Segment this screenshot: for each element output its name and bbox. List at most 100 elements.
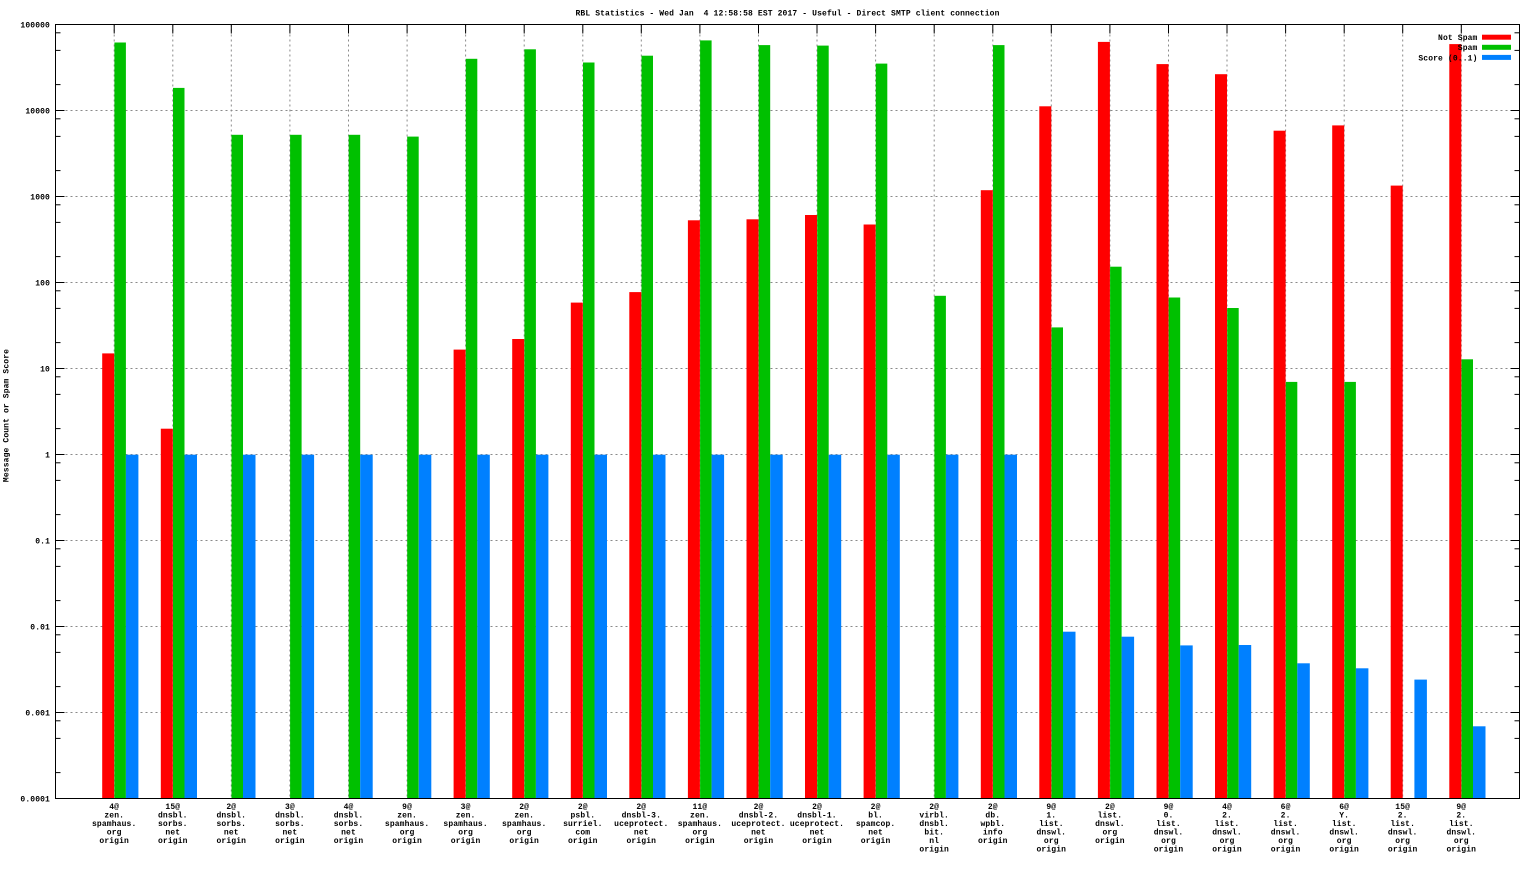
svg-text:sorbs.: sorbs. bbox=[334, 820, 364, 829]
svg-text:100000: 100000 bbox=[20, 21, 50, 30]
svg-text:RBL Statistics - Wed Jan 4 12: RBL Statistics - Wed Jan 4 12:58:58 EST … bbox=[575, 10, 999, 19]
svg-text:4@: 4@ bbox=[109, 803, 119, 812]
svg-text:org: org bbox=[400, 828, 415, 837]
svg-text:9@: 9@ bbox=[402, 803, 412, 812]
svg-text:10: 10 bbox=[40, 365, 50, 374]
svg-text:org: org bbox=[1220, 837, 1235, 846]
svg-text:net: net bbox=[224, 828, 239, 837]
svg-text:dnswl.: dnswl. bbox=[1037, 828, 1067, 837]
svg-text:dnsbl.: dnsbl. bbox=[158, 811, 188, 820]
svg-text:net: net bbox=[634, 828, 649, 837]
svg-text:org: org bbox=[1103, 828, 1118, 837]
svg-text:uceprotect.: uceprotect. bbox=[614, 820, 668, 829]
svg-text:spamhaus.: spamhaus. bbox=[678, 820, 722, 829]
svg-text:Score (0..1): Score (0..1) bbox=[1418, 54, 1477, 63]
svg-text:Spam: Spam bbox=[1458, 44, 1478, 53]
svg-text:origin: origin bbox=[627, 837, 657, 846]
svg-text:zen.: zen. bbox=[104, 811, 124, 820]
svg-text:zen.: zen. bbox=[397, 811, 417, 820]
svg-text:org: org bbox=[1395, 837, 1410, 846]
svg-text:dnswl.: dnswl. bbox=[1329, 828, 1359, 837]
svg-text:origin: origin bbox=[334, 837, 364, 846]
svg-text:net: net bbox=[810, 828, 825, 837]
svg-text:origin: origin bbox=[685, 837, 715, 846]
svg-text:0.01: 0.01 bbox=[30, 623, 50, 632]
svg-text:list.: list. bbox=[1156, 820, 1181, 829]
svg-text:2@: 2@ bbox=[988, 803, 998, 812]
svg-text:org: org bbox=[1278, 837, 1293, 846]
svg-text:org: org bbox=[1044, 837, 1059, 846]
svg-text:origin: origin bbox=[1388, 845, 1418, 854]
svg-text:origin: origin bbox=[568, 837, 598, 846]
svg-text:100: 100 bbox=[35, 279, 50, 288]
svg-text:3@: 3@ bbox=[285, 803, 295, 812]
svg-text:Not Spam: Not Spam bbox=[1438, 34, 1478, 43]
svg-text:dnsbl.: dnsbl. bbox=[919, 820, 949, 829]
svg-text:origin: origin bbox=[158, 837, 188, 846]
svg-text:origin: origin bbox=[1154, 845, 1184, 854]
svg-text:2@: 2@ bbox=[754, 803, 764, 812]
svg-text:org: org bbox=[1161, 837, 1176, 846]
svg-text:sorbs.: sorbs. bbox=[158, 820, 188, 829]
svg-text:spamhaus.: spamhaus. bbox=[443, 820, 487, 829]
svg-text:6@: 6@ bbox=[1281, 803, 1291, 812]
svg-text:dnswl.: dnswl. bbox=[1447, 828, 1477, 837]
svg-text:zen.: zen. bbox=[690, 811, 710, 820]
svg-text:2.: 2. bbox=[1398, 811, 1408, 820]
svg-text:dnsbl.: dnsbl. bbox=[334, 811, 364, 820]
svg-text:uceprotect.: uceprotect. bbox=[731, 820, 785, 829]
svg-text:2.: 2. bbox=[1281, 811, 1291, 820]
svg-text:origin: origin bbox=[1037, 845, 1067, 854]
svg-text:2@: 2@ bbox=[519, 803, 529, 812]
svg-text:list.: list. bbox=[1390, 820, 1415, 829]
svg-text:4@: 4@ bbox=[344, 803, 354, 812]
svg-text:origin: origin bbox=[451, 837, 481, 846]
svg-text:origin: origin bbox=[802, 837, 832, 846]
svg-text:list.: list. bbox=[1449, 820, 1474, 829]
svg-text:2@: 2@ bbox=[578, 803, 588, 812]
svg-text:dnsbl-2.: dnsbl-2. bbox=[739, 811, 778, 820]
svg-text:uceprotect.: uceprotect. bbox=[790, 820, 844, 829]
svg-text:origin: origin bbox=[99, 837, 129, 846]
svg-text:4@: 4@ bbox=[1222, 803, 1232, 812]
svg-text:dnswl.: dnswl. bbox=[1388, 828, 1418, 837]
svg-text:1000: 1000 bbox=[30, 193, 50, 202]
svg-text:1.: 1. bbox=[1046, 811, 1056, 820]
svg-text:bl.: bl. bbox=[868, 811, 883, 820]
svg-text:origin: origin bbox=[978, 837, 1008, 846]
svg-text:origin: origin bbox=[919, 845, 949, 854]
svg-text:origin: origin bbox=[275, 837, 305, 846]
svg-text:dnsbl-3.: dnsbl-3. bbox=[622, 811, 661, 820]
svg-text:dnsbl.: dnsbl. bbox=[275, 811, 305, 820]
svg-text:9@: 9@ bbox=[1456, 803, 1466, 812]
svg-text:dnsbl-1.: dnsbl-1. bbox=[797, 811, 836, 820]
svg-text:3@: 3@ bbox=[461, 803, 471, 812]
svg-text:2.: 2. bbox=[1222, 811, 1232, 820]
svg-text:2.: 2. bbox=[1456, 811, 1466, 820]
svg-text:1: 1 bbox=[45, 451, 50, 460]
svg-text:2@: 2@ bbox=[871, 803, 881, 812]
svg-text:zen.: zen. bbox=[514, 811, 534, 820]
svg-text:9@: 9@ bbox=[1164, 803, 1174, 812]
svg-text:0.001: 0.001 bbox=[25, 709, 50, 718]
svg-text:list.: list. bbox=[1273, 820, 1298, 829]
svg-text:origin: origin bbox=[861, 837, 891, 846]
svg-text:org: org bbox=[1454, 837, 1469, 846]
svg-text:0.: 0. bbox=[1164, 811, 1174, 820]
svg-text:net: net bbox=[283, 828, 298, 837]
svg-text:psbl.: psbl. bbox=[570, 811, 595, 820]
svg-text:spamhaus.: spamhaus. bbox=[92, 820, 136, 829]
svg-text:dnswl.: dnswl. bbox=[1212, 828, 1242, 837]
svg-text:origin: origin bbox=[509, 837, 539, 846]
svg-text:bit.: bit. bbox=[924, 828, 944, 837]
svg-text:11@: 11@ bbox=[693, 803, 708, 812]
svg-text:org: org bbox=[1337, 837, 1352, 846]
svg-text:org: org bbox=[693, 828, 708, 837]
svg-text:net: net bbox=[341, 828, 356, 837]
svg-text:15@: 15@ bbox=[165, 803, 180, 812]
svg-text:com: com bbox=[575, 828, 590, 837]
svg-text:0.1: 0.1 bbox=[35, 537, 50, 546]
svg-text:spamhaus.: spamhaus. bbox=[502, 820, 546, 829]
svg-text:6@: 6@ bbox=[1339, 803, 1349, 812]
svg-text:net: net bbox=[868, 828, 883, 837]
